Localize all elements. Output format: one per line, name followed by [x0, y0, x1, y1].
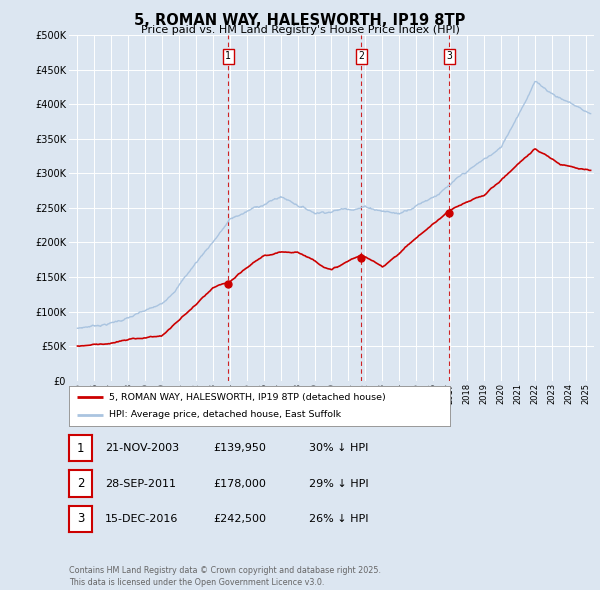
Text: 21-NOV-2003: 21-NOV-2003 — [105, 443, 179, 453]
Text: 2: 2 — [358, 51, 364, 61]
Text: 5, ROMAN WAY, HALESWORTH, IP19 8TP: 5, ROMAN WAY, HALESWORTH, IP19 8TP — [134, 13, 466, 28]
Text: 3: 3 — [77, 512, 84, 526]
Text: 5, ROMAN WAY, HALESWORTH, IP19 8TP (detached house): 5, ROMAN WAY, HALESWORTH, IP19 8TP (deta… — [109, 392, 386, 402]
Text: 26% ↓ HPI: 26% ↓ HPI — [309, 514, 368, 524]
Text: £139,950: £139,950 — [213, 443, 266, 453]
Text: 1: 1 — [77, 441, 84, 455]
Text: 15-DEC-2016: 15-DEC-2016 — [105, 514, 178, 524]
Text: 29% ↓ HPI: 29% ↓ HPI — [309, 478, 368, 489]
Text: £242,500: £242,500 — [213, 514, 266, 524]
Text: 2: 2 — [77, 477, 84, 490]
Text: £178,000: £178,000 — [213, 478, 266, 489]
Text: Contains HM Land Registry data © Crown copyright and database right 2025.
This d: Contains HM Land Registry data © Crown c… — [69, 566, 381, 587]
Text: 3: 3 — [446, 51, 452, 61]
Text: 30% ↓ HPI: 30% ↓ HPI — [309, 443, 368, 453]
Text: 1: 1 — [225, 51, 231, 61]
Text: HPI: Average price, detached house, East Suffolk: HPI: Average price, detached house, East… — [109, 410, 341, 419]
Text: Price paid vs. HM Land Registry's House Price Index (HPI): Price paid vs. HM Land Registry's House … — [140, 25, 460, 35]
Text: 28-SEP-2011: 28-SEP-2011 — [105, 478, 176, 489]
